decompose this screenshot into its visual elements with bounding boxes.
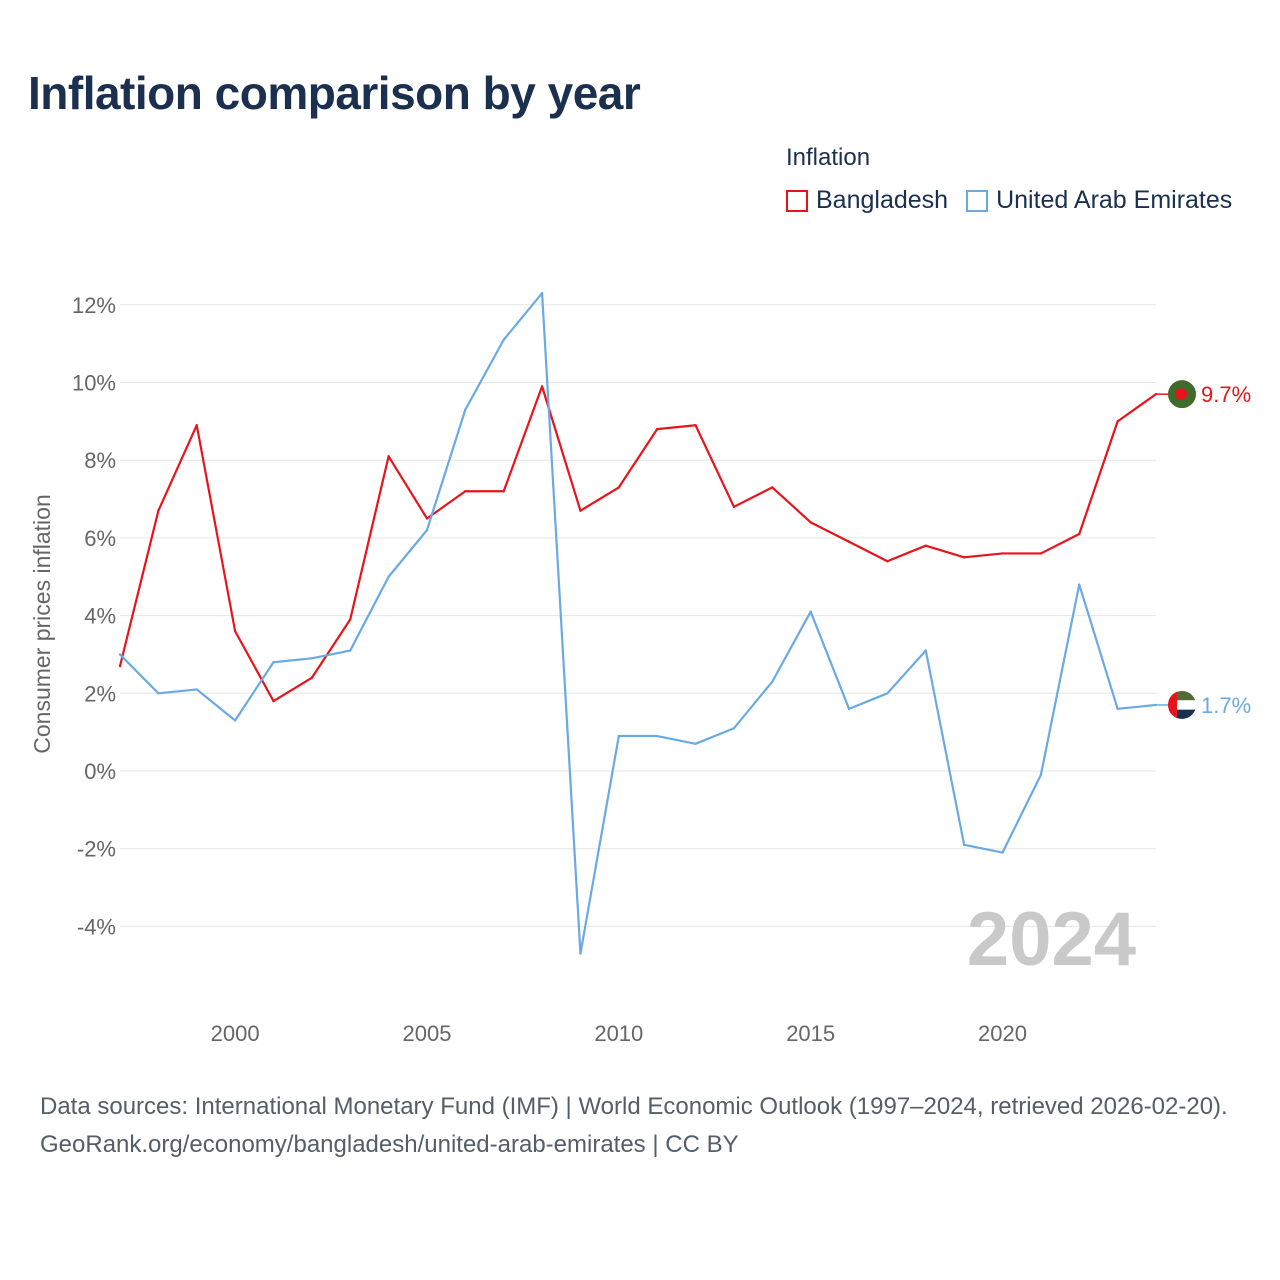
y-axis-label: Consumer prices inflation: [29, 494, 55, 754]
data-point: [886, 692, 889, 695]
footer-link[interactable]: GeoRank.org/economy/bangladesh/united-ar…: [40, 1131, 739, 1158]
data-point: [962, 556, 966, 559]
year-watermark: 2024: [967, 897, 1136, 982]
data-point: [195, 688, 198, 691]
legend-swatch-bangladesh: [786, 189, 808, 212]
data-point: [579, 952, 582, 955]
data-point: [349, 618, 352, 621]
data-point: [540, 385, 544, 388]
data-point: [233, 719, 237, 722]
data-point: [502, 490, 505, 493]
legend-item-uae[interactable]: United Arab Emirates: [966, 186, 1232, 215]
data-point: [272, 661, 275, 664]
data-point: [425, 528, 429, 532]
line-chart: -4%-2%0%2%4%6%8%10%12% 2000 2005 2010 2015 2…: [29, 291, 1251, 1046]
data-point: [118, 664, 122, 668]
data-point: [1001, 552, 1004, 555]
data-point: [157, 509, 160, 512]
data-point: [617, 486, 621, 489]
data-point: [502, 338, 505, 341]
y-tick-label: -4%: [77, 914, 116, 939]
footer: Data sources: International Monetary Fun…: [40, 1088, 1250, 1164]
data-point: [732, 505, 736, 509]
legend-item-bangladesh[interactable]: Bangladesh: [786, 186, 948, 215]
data-point: [847, 707, 851, 711]
data-point: [847, 540, 851, 543]
x-tick-labels: 2000 2005 2010 2015 2020: [211, 1021, 1027, 1046]
flag-disc: [1175, 388, 1187, 401]
flag-stripe: [1168, 709, 1196, 719]
data-point: [387, 455, 390, 458]
data-point: [157, 692, 160, 695]
y-tick-label: 10%: [72, 371, 116, 396]
series-line-uae: [119, 292, 1157, 955]
data-point: [694, 742, 697, 746]
legend: Bangladesh United Arab Emirates: [786, 186, 1250, 215]
end-label-uae: 1.7%: [1201, 693, 1251, 718]
x-tick-label: 2020: [978, 1021, 1027, 1046]
grid-lines: [120, 304, 1156, 927]
y-tick-label: 2%: [84, 681, 116, 706]
flag-hoist: [1168, 690, 1177, 719]
data-point: [924, 544, 927, 547]
x-tick-label: 2010: [594, 1021, 643, 1046]
data-point: [694, 424, 697, 427]
data-point: [425, 517, 429, 520]
y-tick-labels: -4% -2% 0% 2% 4% 6% 8% 10% 12%: [72, 293, 116, 940]
data-point: [1039, 552, 1043, 555]
series-line-bangladesh: [118, 385, 1157, 703]
data-point: [1039, 773, 1043, 777]
data-point: [540, 291, 544, 295]
data-point: [195, 424, 198, 427]
data-point: [886, 560, 889, 563]
legend-label-bangladesh: Bangladesh: [816, 186, 949, 214]
data-point: [310, 676, 314, 679]
data-point: [1078, 583, 1081, 586]
series-lines: [118, 291, 1158, 955]
x-tick-label: 2005: [402, 1021, 451, 1046]
data-point: [771, 680, 774, 683]
y-tick-label: 4%: [84, 604, 116, 629]
data-point: [771, 486, 774, 489]
data-point: [809, 610, 812, 613]
data-point: [349, 649, 352, 652]
data-point: [464, 490, 467, 493]
y-tick-label: -2%: [77, 837, 116, 862]
page-title: Inflation comparison by year: [28, 67, 641, 119]
data-point: [464, 408, 467, 411]
data-point: [579, 509, 582, 512]
x-tick-label: 2015: [786, 1021, 835, 1046]
y-tick-label: 8%: [84, 448, 116, 473]
data-point: [962, 843, 966, 847]
data-point: [310, 657, 314, 660]
data-point: [1116, 707, 1119, 711]
data-point: [118, 653, 122, 656]
x-tick-label: 2000: [211, 1021, 260, 1046]
data-point: [1116, 420, 1119, 423]
legend-swatch-uae: [966, 189, 989, 212]
data-point: [655, 427, 659, 431]
data-point: [924, 649, 927, 652]
uae-flag-icon: [1168, 690, 1196, 719]
data-point: [1078, 532, 1081, 536]
data-point: [1001, 851, 1004, 854]
data-point: [655, 734, 659, 738]
data-point: [272, 699, 275, 703]
end-label-bangladesh: 9.7%: [1201, 382, 1251, 407]
y-tick-label: 6%: [84, 526, 116, 551]
y-tick-label: 0%: [84, 759, 116, 784]
footer-source: Data sources: International Monetary Fun…: [40, 1093, 1228, 1120]
y-tick-label: 12%: [72, 293, 116, 318]
data-point: [233, 629, 237, 633]
flag-stripe: [1168, 700, 1196, 710]
data-point: [809, 521, 812, 524]
legend-label-uae: United Arab Emirates: [996, 186, 1233, 214]
legend-title: Inflation: [786, 144, 871, 171]
data-point: [617, 734, 621, 738]
data-point: [387, 575, 390, 578]
flag-stripe: [1168, 690, 1196, 701]
data-point: [732, 727, 736, 730]
end-markers: 9.7% 1.7%: [1156, 380, 1251, 719]
